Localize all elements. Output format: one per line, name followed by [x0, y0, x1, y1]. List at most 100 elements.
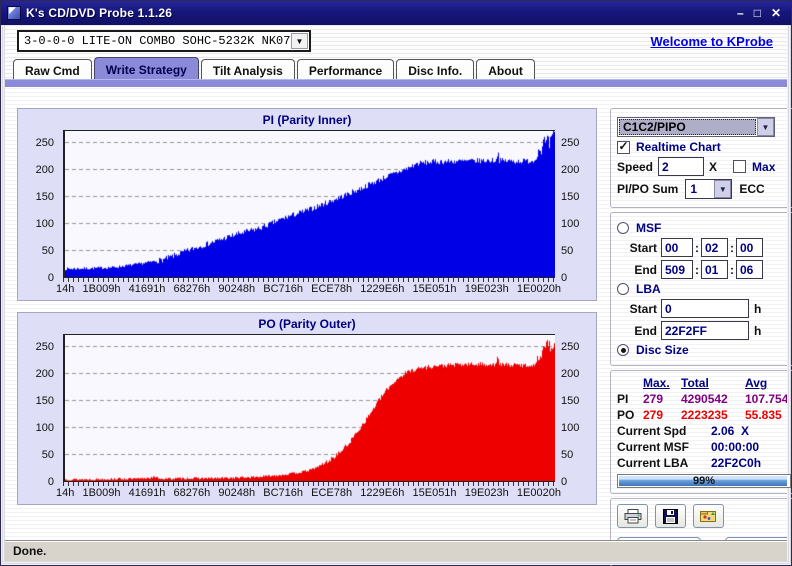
- device-select[interactable]: 3-0-0-0 LITE-ON COMBO SOHC-5232K NK07 ▼: [17, 30, 311, 52]
- mode-select[interactable]: C1C2/PIPO ▼: [617, 117, 775, 137]
- msf-end-sec-input[interactable]: 01: [701, 260, 728, 279]
- chevron-down-icon[interactable]: ▼: [291, 33, 308, 49]
- speed-input[interactable]: 2: [658, 157, 705, 176]
- y-tick-label: 50: [41, 448, 54, 461]
- lba-end-unit: h: [754, 323, 762, 338]
- pi-max-value: 279: [643, 392, 664, 406]
- y-tick-label: 50: [41, 244, 54, 257]
- tab-raw-cmd[interactable]: Raw Cmd: [13, 59, 92, 79]
- y-tick-label: 250: [35, 136, 54, 149]
- y-tick-label: 150: [35, 190, 54, 203]
- tab-disc-info[interactable]: Disc Info.: [396, 59, 475, 79]
- x-tick-label: 41691h: [128, 283, 166, 295]
- welcome-link[interactable]: Welcome to KProbe: [650, 33, 773, 49]
- tab-page-border: [5, 79, 787, 87]
- x-tick-label: BC716h: [263, 283, 303, 295]
- pi-chart-title: PI (Parity Inner): [262, 113, 352, 127]
- x-tick-label: 14h: [56, 283, 75, 295]
- x-tick-label: 90248h: [218, 487, 256, 499]
- lba-start-label: Start: [629, 301, 657, 316]
- print-button[interactable]: [617, 504, 648, 528]
- chevron-down-icon[interactable]: ▼: [757, 118, 774, 136]
- disc-size-label: Disc Size: [636, 343, 689, 357]
- x-tick-label: ECE78h: [311, 283, 353, 295]
- stats-group: Max. Total Avg PI 279 4290542 107.754 PO…: [610, 370, 792, 494]
- x-tick-label: 41691h: [128, 487, 166, 499]
- maximize-button[interactable]: □: [753, 6, 761, 20]
- current-lba-label: Current LBA: [617, 456, 689, 470]
- msf-radio[interactable]: [617, 222, 629, 234]
- save-button[interactable]: [655, 504, 686, 528]
- pi-chart-panel: PI (Parity Inner) 0 50 100 150 200 250 0 50 100…: [17, 108, 597, 301]
- msf-end-frame-input[interactable]: 06: [736, 260, 763, 279]
- lba-end-label: End: [634, 323, 657, 338]
- lba-end-input[interactable]: 22F2FF: [661, 321, 749, 340]
- status-text: Done.: [13, 544, 47, 558]
- minimize-button[interactable]: –: [737, 6, 744, 20]
- pi-yaxis-right: 0 50 100 150 200 250: [558, 130, 588, 284]
- msf-end-label: End: [634, 262, 657, 277]
- pipo-sum-label: PI/PO Sum: [617, 182, 679, 196]
- y-tick-label: 200: [561, 367, 580, 380]
- pi-xaxis-ticks: [63, 278, 555, 282]
- current-spd-label: Current Spd: [617, 424, 687, 438]
- po-chart-title: PO (Parity Outer): [258, 317, 356, 331]
- y-tick-label: 200: [561, 163, 580, 176]
- max-speed-checkbox[interactable]: [733, 160, 747, 173]
- current-msf-value: 00:00:00: [711, 440, 760, 454]
- y-tick-label: 0: [47, 476, 54, 488]
- po-yaxis-right: 0 50 100 150 200 250: [558, 334, 588, 488]
- msf-start-sec-input[interactable]: 02: [701, 238, 728, 257]
- msf-start-frame-input[interactable]: 00: [736, 238, 763, 257]
- realtime-chart-checkbox[interactable]: [617, 140, 630, 154]
- stats-header-avg: Avg: [745, 376, 768, 390]
- window-right-edge: [787, 25, 791, 561]
- po-xaxis-labels: 14h 1B009h 41691h 68276h 90248h BC716h ECE78h 1…: [56, 487, 561, 499]
- write-strategy-page: PI (Parity Inner) 0 50 100 150 200 250 0 50 100…: [5, 87, 792, 566]
- y-tick-label: 250: [561, 340, 580, 353]
- y-tick-label: 100: [561, 421, 580, 434]
- disc-size-radio[interactable]: [617, 344, 629, 356]
- pi-row-label: PI: [617, 392, 629, 406]
- range-group: MSF Start 00: 02: 00 End 509: 01: 06: [610, 212, 792, 366]
- lba-start-input[interactable]: 0: [661, 299, 749, 318]
- pipo-sum-select[interactable]: 1 ▼: [685, 179, 733, 199]
- status-bar: Done.: [5, 540, 787, 561]
- tab-performance[interactable]: Performance: [296, 59, 395, 79]
- stats-header-total: Total: [681, 376, 709, 390]
- lba-label: LBA: [636, 282, 661, 296]
- ecc-label: ECC: [739, 182, 765, 196]
- top-bar: 3-0-0-0 LITE-ON COMBO SOHC-5232K NK07 ▼ …: [5, 25, 787, 57]
- device-select-value: 3-0-0-0 LITE-ON COMBO SOHC-5232K NK07: [24, 34, 291, 48]
- chevron-down-icon[interactable]: ▼: [714, 180, 732, 198]
- window-bottom-edge: [1, 561, 791, 565]
- x-tick-label: 1229E6h: [360, 487, 405, 499]
- po-avg-value: 55.835: [745, 408, 782, 422]
- pi-total-value: 4290542: [681, 392, 728, 406]
- msf-start-min-input[interactable]: 00: [661, 238, 693, 257]
- po-max-value: 279: [643, 408, 664, 422]
- tab-write-strategy[interactable]: Write Strategy: [93, 57, 199, 79]
- y-tick-label: 100: [35, 421, 54, 434]
- lba-radio[interactable]: [617, 283, 629, 295]
- current-msf-label: Current MSF: [617, 440, 689, 454]
- tab-about[interactable]: About: [476, 59, 535, 79]
- save-image-button[interactable]: [693, 504, 724, 528]
- y-tick-label: 100: [35, 217, 54, 230]
- lba-start-unit: h: [754, 301, 762, 316]
- x-tick-label: 15E051h: [412, 283, 457, 295]
- msf-label: MSF: [636, 221, 662, 235]
- stats-header-max: Max.: [643, 376, 670, 390]
- test-settings-group: C1C2/PIPO ▼ Realtime Chart Speed 2 X: [610, 108, 792, 208]
- y-tick-label: 100: [561, 217, 580, 230]
- y-tick-label: 200: [35, 163, 54, 176]
- close-button[interactable]: ✕: [770, 6, 781, 20]
- current-lba-value: 22F2C0h: [711, 456, 762, 470]
- msf-end-min-input[interactable]: 509: [661, 260, 693, 279]
- tab-tilt-analysis[interactable]: Tilt Analysis: [200, 59, 295, 79]
- max-speed-label: Max: [752, 159, 776, 174]
- po-row-label: PO: [617, 408, 635, 422]
- y-tick-label: 0: [47, 272, 54, 284]
- progress-percent: 99%: [692, 475, 716, 487]
